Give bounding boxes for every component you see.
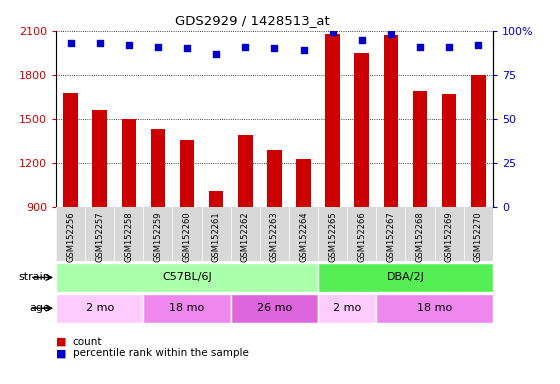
Text: C57BL/6J: C57BL/6J bbox=[162, 272, 212, 283]
Point bbox=[299, 47, 308, 53]
Text: ■: ■ bbox=[56, 337, 67, 347]
Point bbox=[241, 43, 250, 50]
Text: GSM152261: GSM152261 bbox=[212, 212, 221, 262]
Text: 18 mo: 18 mo bbox=[417, 303, 452, 313]
Bar bbox=[318, 263, 493, 292]
Point bbox=[416, 43, 424, 50]
Text: GSM152260: GSM152260 bbox=[183, 212, 192, 262]
Text: ■: ■ bbox=[56, 348, 67, 358]
Text: strain: strain bbox=[18, 272, 50, 283]
Text: GSM152263: GSM152263 bbox=[270, 212, 279, 262]
Bar bbox=[56, 263, 318, 292]
Text: 18 mo: 18 mo bbox=[170, 303, 204, 313]
Bar bbox=[471, 75, 486, 207]
Point bbox=[95, 40, 104, 46]
Bar bbox=[296, 159, 311, 207]
Point bbox=[270, 45, 279, 51]
Text: GSM152270: GSM152270 bbox=[474, 212, 483, 262]
Text: GDS2929 / 1428513_at: GDS2929 / 1428513_at bbox=[175, 14, 329, 27]
Bar bbox=[384, 35, 398, 207]
Point bbox=[474, 42, 483, 48]
Text: GSM152258: GSM152258 bbox=[124, 212, 133, 262]
Text: GSM152266: GSM152266 bbox=[357, 212, 366, 262]
Bar bbox=[325, 34, 340, 207]
Text: GSM152267: GSM152267 bbox=[386, 212, 395, 262]
Point bbox=[124, 42, 133, 48]
Text: GSM152264: GSM152264 bbox=[299, 212, 308, 262]
Text: age: age bbox=[30, 303, 50, 313]
Text: GSM152269: GSM152269 bbox=[445, 212, 454, 262]
Point bbox=[153, 43, 162, 50]
Point bbox=[328, 30, 337, 36]
Point bbox=[386, 31, 395, 37]
Bar bbox=[413, 91, 427, 207]
Text: GSM152259: GSM152259 bbox=[153, 212, 162, 262]
Bar bbox=[180, 140, 194, 207]
Bar bbox=[63, 93, 78, 207]
Bar bbox=[267, 150, 282, 207]
Text: GSM152262: GSM152262 bbox=[241, 212, 250, 262]
Bar bbox=[318, 294, 376, 323]
Bar bbox=[376, 294, 493, 323]
Point bbox=[66, 40, 75, 46]
Bar bbox=[143, 294, 231, 323]
Text: GSM152257: GSM152257 bbox=[95, 212, 104, 262]
Text: DBA/2J: DBA/2J bbox=[386, 272, 424, 283]
Point bbox=[212, 51, 221, 57]
Point bbox=[183, 45, 192, 51]
Bar bbox=[442, 94, 456, 207]
Text: 2 mo: 2 mo bbox=[333, 303, 361, 313]
Text: 2 mo: 2 mo bbox=[86, 303, 114, 313]
Bar bbox=[56, 294, 143, 323]
Text: GSM152256: GSM152256 bbox=[66, 212, 75, 262]
Bar bbox=[231, 294, 318, 323]
Bar bbox=[238, 135, 253, 207]
Bar bbox=[92, 110, 107, 207]
Text: GSM152265: GSM152265 bbox=[328, 212, 337, 262]
Point bbox=[357, 36, 366, 43]
Point bbox=[445, 43, 454, 50]
Text: percentile rank within the sample: percentile rank within the sample bbox=[73, 348, 249, 358]
Text: count: count bbox=[73, 337, 102, 347]
Text: GSM152268: GSM152268 bbox=[416, 212, 424, 262]
Bar bbox=[354, 53, 369, 207]
Text: 26 mo: 26 mo bbox=[257, 303, 292, 313]
Bar bbox=[151, 129, 165, 207]
Bar bbox=[122, 119, 136, 207]
Bar bbox=[209, 191, 223, 207]
